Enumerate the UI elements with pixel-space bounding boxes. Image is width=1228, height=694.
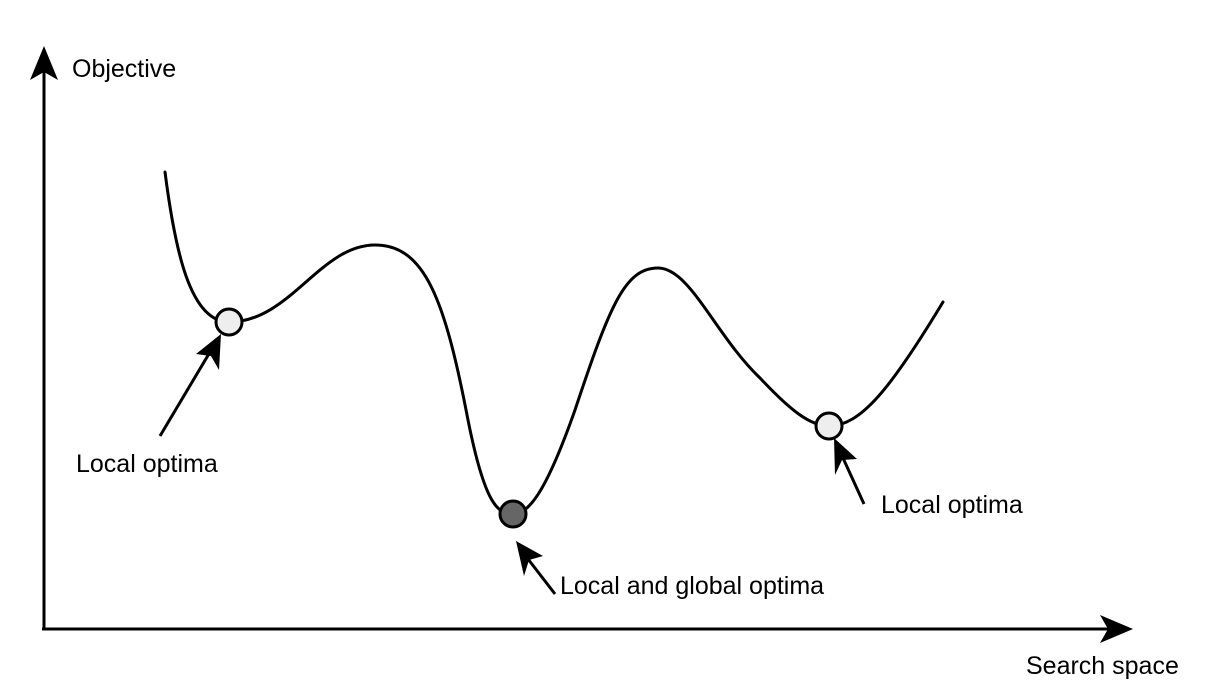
y-axis-label: Objective xyxy=(72,55,177,83)
objective-curve xyxy=(163,170,945,516)
x-axis-label: Search space xyxy=(1026,652,1179,680)
local-optimum-label-right: Local optima xyxy=(881,491,1023,519)
global-optimum-marker xyxy=(498,499,528,529)
annotation-arrow-right xyxy=(834,438,866,505)
annotation-arrow-global xyxy=(516,541,557,595)
y-axis-arrowhead xyxy=(30,46,58,80)
local-optimum-marker-right xyxy=(814,411,844,441)
local-optimum-marker-left xyxy=(214,307,244,337)
global-optimum-label: Local and global optima xyxy=(560,572,825,600)
x-axis-arrowhead xyxy=(1100,615,1133,643)
annotation-arrow-left xyxy=(158,334,221,437)
local-optimum-label-left: Local optima xyxy=(76,450,218,478)
